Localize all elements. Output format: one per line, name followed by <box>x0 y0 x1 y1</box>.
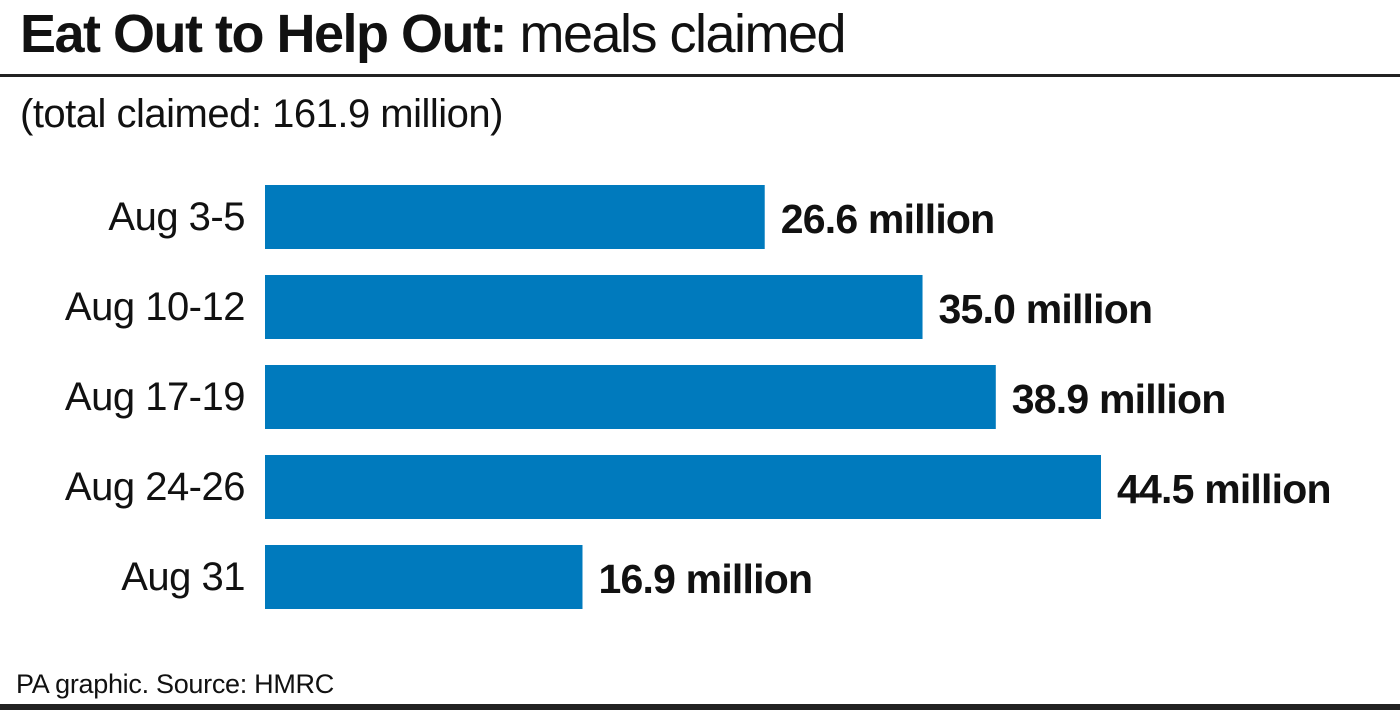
value-label: 16.9 million <box>598 556 812 602</box>
chart-title-light: meals claimed <box>519 4 846 64</box>
bar <box>265 185 765 249</box>
value-label: 44.5 million <box>1117 466 1331 512</box>
category-label: Aug 10-12 <box>65 285 245 329</box>
footer-divider <box>0 704 1400 710</box>
bar <box>265 275 923 339</box>
value-label: 38.9 million <box>1012 376 1226 422</box>
bar <box>265 365 996 429</box>
bar <box>265 545 583 609</box>
title-divider <box>0 74 1400 77</box>
source-credit: PA graphic. Source: HMRC <box>16 669 334 699</box>
category-label: Aug 31 <box>121 555 245 599</box>
chart-title-bold: Eat Out to Help Out: <box>20 4 507 64</box>
chart-subtitle: (total claimed: 161.9 million) <box>20 92 504 136</box>
category-label: Aug 17-19 <box>65 375 245 419</box>
value-label: 26.6 million <box>781 196 995 242</box>
category-label: Aug 24-26 <box>65 465 245 509</box>
bar <box>265 455 1101 519</box>
value-label: 35.0 million <box>939 286 1153 332</box>
chart-title: Eat Out to Help Out: meals claimed <box>20 2 847 66</box>
category-label: Aug 3-5 <box>108 195 245 239</box>
